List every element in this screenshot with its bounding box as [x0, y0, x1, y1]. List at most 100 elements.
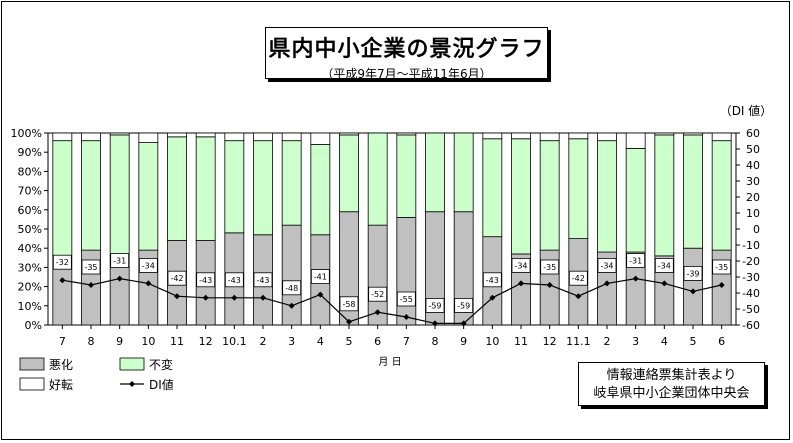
di-data-label: -41	[314, 273, 327, 282]
chart-title: 県内中小企業の景況グラフ	[268, 37, 545, 62]
bar-unchanged	[281, 140, 302, 226]
y-left-tick-label: 50%	[18, 223, 42, 236]
bar-better	[167, 132, 187, 138]
di-point	[174, 293, 180, 300]
x-tick-label: 10.1	[222, 335, 247, 348]
x-tick-label: 11	[170, 335, 184, 348]
bar-unchanged	[568, 138, 589, 239]
di-label-box	[224, 272, 244, 288]
y-left-tick-label: 10%	[18, 300, 42, 313]
x-tick-label: 2	[260, 335, 267, 348]
di-data-label: -59	[457, 301, 470, 310]
di-data-label: -35	[715, 263, 728, 272]
bar-better	[683, 132, 703, 136]
y-left-tick-label: 80%	[18, 165, 42, 178]
di-label-box	[52, 254, 72, 270]
y-right-tick-label: -30	[742, 271, 760, 284]
y-right-tick-label: 50	[746, 143, 760, 156]
y-left-tick-label: 60%	[18, 204, 42, 217]
bar-better	[281, 132, 302, 142]
di-point	[604, 280, 610, 287]
bar-worse	[281, 224, 302, 326]
di-data-label: -34	[142, 261, 155, 270]
bar-better	[109, 132, 130, 136]
di-data-label: -59	[428, 301, 441, 310]
y-right-tick-label: 20	[746, 191, 760, 204]
di-data-label: -43	[228, 276, 241, 285]
di-point	[231, 294, 238, 301]
y-left-tick-label: 30%	[18, 261, 42, 274]
y-right-tick-label: 30	[746, 175, 760, 188]
di-label-box	[368, 286, 388, 302]
bar-unchanged	[52, 140, 73, 257]
di-label-box	[482, 272, 502, 288]
legend-line-marker	[129, 381, 135, 387]
di-point	[202, 294, 209, 301]
bar-unchanged	[224, 140, 245, 234]
di-data-label: -39	[686, 269, 699, 278]
di-point	[59, 277, 66, 284]
x-tick-label: 11.1	[566, 335, 591, 348]
di-label-box	[425, 297, 445, 313]
di-data-label: -42	[572, 274, 585, 283]
bar-better	[253, 132, 273, 142]
bar-unchanged	[683, 134, 703, 249]
y-left-tick-label: 90%	[18, 146, 42, 159]
di-data-label: -48	[285, 284, 298, 293]
bar-better	[81, 132, 101, 142]
di-point	[546, 282, 553, 288]
legend-label: DI値	[149, 377, 174, 392]
x-tick-label: 7	[403, 335, 410, 348]
x-tick-label: 10	[485, 335, 499, 348]
di-data-label: -43	[199, 276, 212, 285]
bar-better	[224, 132, 245, 142]
bar-unchanged	[138, 142, 159, 251]
y-left-tick-label: 20%	[18, 281, 42, 294]
di-data-label: -55	[400, 295, 413, 304]
x-tick-label: 4	[661, 335, 668, 348]
bar-unchanged	[396, 134, 417, 218]
y-right-tick-label: -60	[742, 319, 760, 332]
bar-better	[597, 132, 617, 142]
di-point	[632, 275, 639, 282]
legend-label: 不変	[149, 357, 173, 372]
bar-unchanged	[109, 134, 130, 257]
source-box: 情報連絡票集計表より 岐阜県中小企業団体中央会	[578, 362, 765, 406]
x-tick-label: 11	[514, 335, 528, 348]
x-tick-label: 6	[718, 335, 725, 348]
title-box: 県内中小企業の景況グラフ （平成9年7月～平成11年6月）	[265, 27, 548, 81]
legend-swatch	[19, 357, 45, 371]
bar-unchanged	[339, 134, 359, 213]
di-label-box	[196, 272, 216, 288]
di-data-label: -43	[256, 276, 269, 285]
bar-unchanged	[195, 136, 216, 241]
y-right-axis-label: （DI 値）	[720, 103, 773, 118]
di-label-box	[712, 259, 732, 275]
di-label-box	[253, 272, 273, 288]
x-tick-label: 3	[288, 335, 295, 348]
di-point	[661, 280, 668, 287]
bar-better	[654, 132, 675, 136]
bar-worse	[396, 217, 417, 326]
bar-unchanged	[453, 132, 474, 213]
di-data-label: -32	[56, 258, 69, 267]
di-point	[575, 293, 582, 300]
di-label-box	[568, 270, 588, 286]
x-tick-label: 2	[604, 335, 611, 348]
y-right-tick-label: 0	[753, 223, 760, 236]
bar-better	[625, 132, 646, 149]
bar-unchanged	[482, 138, 503, 238]
bar-unchanged	[711, 140, 732, 251]
bar-better	[568, 132, 589, 140]
di-data-label: -31	[629, 257, 642, 266]
bar-better	[339, 132, 359, 136]
di-point	[460, 320, 467, 327]
bar-better	[482, 132, 503, 140]
x-tick-label: 5	[690, 335, 697, 348]
di-label-box	[626, 253, 646, 269]
y-left-tick-label: 100%	[11, 127, 42, 140]
di-point	[374, 309, 381, 316]
di-label-box	[654, 257, 674, 273]
bar-better	[310, 132, 331, 145]
